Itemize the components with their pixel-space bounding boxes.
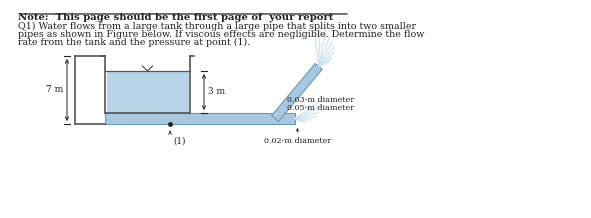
Text: Q1) Water flows from a large tank through a large pipe that splits into two smal: Q1) Water flows from a large tank throug… xyxy=(18,22,416,31)
Text: rate from the tank and the pressure at point (1).: rate from the tank and the pressure at p… xyxy=(18,38,250,47)
Polygon shape xyxy=(271,63,322,121)
Text: 0.05-m diameter: 0.05-m diameter xyxy=(287,104,354,111)
Text: pipes as shown in Figure below. If viscous effects are negligible. Determine the: pipes as shown in Figure below. If visco… xyxy=(18,30,424,39)
Bar xyxy=(105,113,295,124)
Text: Note:  This page should be the first page of  your report: Note: This page should be the first page… xyxy=(18,13,333,22)
Text: (1): (1) xyxy=(173,137,186,146)
Text: 0.02-m diameter: 0.02-m diameter xyxy=(264,137,331,145)
Bar xyxy=(106,71,189,113)
Text: 3 m: 3 m xyxy=(208,87,225,97)
Text: 0.03-m diameter: 0.03-m diameter xyxy=(287,95,354,104)
Text: 7 m: 7 m xyxy=(46,85,63,94)
